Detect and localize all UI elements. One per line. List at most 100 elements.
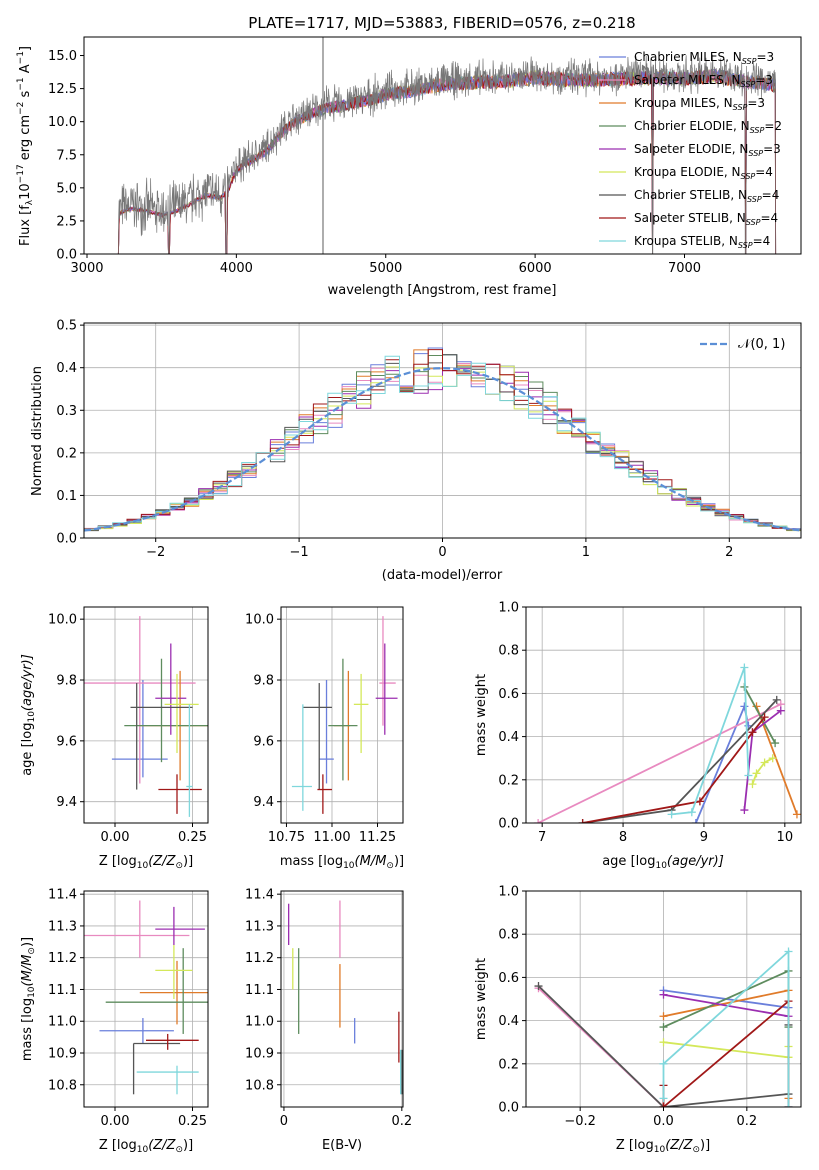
mass-vs-z-ticks: 0.00 0.25 10.8 10.9 11.0 11.1 11.2 11.3 11.4 — [48, 888, 207, 1129]
mass-weight-point — [534, 819, 543, 823]
y-tick-label: 11.3 — [48, 919, 77, 934]
x-tick-label: 11.00 — [313, 830, 350, 845]
mass-weight-point — [740, 806, 749, 815]
mass-vs-z-errorbars — [84, 900, 208, 1095]
mass-weight-point — [740, 663, 749, 672]
mass-weight-point — [784, 1103, 793, 1107]
legend-label: Salpeter STELIB, NSSP=4 — [634, 211, 778, 227]
mass-vs-z-grid — [84, 891, 208, 1107]
y-tick-label: 11.4 — [245, 888, 274, 903]
mass-weight-line — [671, 667, 750, 816]
normal-legend-label: 𝒩(0, 1) — [738, 337, 785, 352]
y-tick-label: 0.8 — [498, 644, 519, 659]
x-tick-label: 11.25 — [359, 830, 396, 845]
y-tick-label: 0.2 — [498, 1057, 519, 1072]
mass-weight-point — [760, 713, 769, 722]
age-vs-mass-ticks: 10.75 11.00 11.25 9.4 9.6 9.8 10.0 — [245, 613, 396, 845]
mass-vs-ebv-grid — [281, 891, 403, 1107]
y-tick-label: 0.0 — [56, 248, 77, 263]
y-tick-label: 0.0 — [498, 1101, 519, 1116]
mass-weight-point — [659, 1023, 668, 1032]
mass-weight-line — [537, 703, 782, 823]
mass-weight-point — [784, 947, 793, 956]
mass-weight-line — [751, 757, 774, 785]
y-tick-label: 0.4 — [56, 361, 77, 376]
spectrum-frame — [83, 36, 802, 255]
y-tick-label: 5.0 — [56, 181, 77, 196]
mass-vs-ebv-x-label: E(B-V) — [322, 1138, 362, 1153]
weight-vs-age-ticks: 7 8 9 10 0.0 0.2 0.4 0.6 0.8 1.0 — [498, 601, 793, 846]
x-tick-label: 10.75 — [268, 830, 305, 845]
residual-x-ticks: −2 −1 0 1 2 — [146, 538, 733, 560]
y-tick-label: 11.2 — [245, 951, 274, 966]
x-tick-label: 8 — [619, 830, 627, 845]
age-vs-z-ticks: 0.00 0.25 9.4 9.6 9.8 10.0 — [48, 613, 207, 845]
x-tick-label: 0.00 — [101, 1114, 130, 1129]
legend-label: Kroupa MILES, NSSP=3 — [634, 96, 765, 112]
x-tick-label: 0.00 — [101, 830, 130, 845]
legend-label: Kroupa ELODIE, NSSP=4 — [634, 165, 773, 181]
age-vs-z-x-label: Z [log10(Z/Z⊙)] — [99, 854, 193, 871]
y-tick-label: 0.3 — [56, 404, 77, 419]
spectrum-legend: Chabrier MILES, NSSP=3 Salpeter MILES, NS… — [599, 50, 782, 250]
legend-label: Kroupa STELIB, NSSP=4 — [634, 234, 770, 250]
y-tick-label: 9.8 — [56, 674, 77, 689]
mass-weight-point — [667, 810, 676, 819]
x-tick-label: −1 — [290, 545, 309, 560]
y-tick-label: 9.4 — [253, 795, 274, 810]
mass-weight-point — [578, 819, 587, 823]
mass-vs-ebv-errorbars — [288, 900, 403, 1095]
mass-weight-point — [659, 1038, 668, 1047]
mass-weight-point — [776, 706, 785, 715]
weight-vs-z-x-label: Z [log10(Z/Z⊙)] — [616, 1138, 710, 1155]
mass-weight-line — [662, 999, 790, 1107]
age-vs-z-frame — [83, 606, 209, 824]
y-tick-label: 9.6 — [56, 734, 77, 749]
mass-weight-point — [752, 769, 761, 778]
observed-spectrum-line — [118, 54, 776, 254]
mass-vs-z-x-label: Z [log10(Z/Z⊙)] — [99, 1138, 193, 1155]
weight-vs-age-lines — [534, 663, 801, 823]
y-tick-label: 10.0 — [48, 115, 77, 130]
weight-vs-age-y-label: mass weight — [474, 674, 489, 756]
mass-weight-point — [534, 982, 543, 991]
residual-y-ticks: 0.0 0.1 0.2 0.3 0.4 0.5 — [56, 319, 84, 547]
age-vs-mass-panel: 10.75 11.00 11.25 9.4 9.6 9.8 10.0 mass [log10… — [245, 606, 404, 871]
residual-panel: −2 −1 0 1 2 0.0 0.1 0.2 0.3 0.4 0.5 (data-model)/… — [30, 319, 802, 583]
weight-vs-z-y-label: mass weight — [474, 958, 489, 1040]
y-tick-label: 10.9 — [48, 1047, 77, 1062]
weight-vs-age-panel: 7 8 9 10 0.0 0.2 0.4 0.6 0.8 1.0 age [log10(age/y… — [474, 601, 802, 871]
x-tick-label: 1 — [582, 545, 590, 560]
age-vs-mass-errorbars — [291, 616, 398, 814]
y-tick-label: 0.6 — [498, 971, 519, 986]
mass-weight-point — [772, 695, 781, 704]
age-vs-z-y-label: age [log10(age/yr)] — [20, 654, 37, 776]
mass-weight-line — [662, 949, 790, 1107]
spectrum-y-ticks: 0.0 2.5 5.0 7.5 10.0 12.5 15.0 — [48, 49, 84, 263]
mass-weight-line — [755, 706, 798, 815]
y-tick-label: 11.3 — [245, 919, 274, 934]
mass-weight-point — [659, 990, 668, 999]
y-tick-label: 0.2 — [498, 773, 519, 788]
y-tick-label: 0.8 — [498, 928, 519, 943]
mass-vs-z-y-label: mass [log10(M/M⊙)] — [20, 937, 37, 1061]
spectrum-x-label: wavelength [Angstrom, rest frame] — [328, 283, 557, 298]
spectrum-lines — [117, 37, 777, 254]
y-tick-label: 10.8 — [245, 1078, 274, 1093]
mass-vs-ebv-frame — [280, 890, 404, 1108]
mass-weight-line — [663, 969, 790, 1028]
mass-weight-line — [663, 993, 789, 1018]
mass-vs-ebv-panel: 0 0.2 10.8 10.9 11.0 11.1 11.2 11.3 11.4 E(B-V) — [245, 888, 412, 1153]
y-tick-label: 11.1 — [245, 983, 274, 998]
mass-weight-point — [744, 771, 753, 780]
y-tick-label: 0.5 — [56, 319, 77, 334]
residual-histogram-step — [84, 355, 801, 533]
spectrum-x-ticks: 3000 4000 5000 6000 7000 — [70, 254, 701, 276]
mass-vs-z-frame — [83, 890, 209, 1108]
residual-x-label: (data-model)/error — [382, 568, 503, 583]
y-tick-label: 2.5 — [56, 214, 77, 229]
x-tick-label: 0 — [438, 545, 446, 560]
mass-weight-point — [748, 780, 757, 789]
x-tick-label: −2 — [146, 545, 165, 560]
